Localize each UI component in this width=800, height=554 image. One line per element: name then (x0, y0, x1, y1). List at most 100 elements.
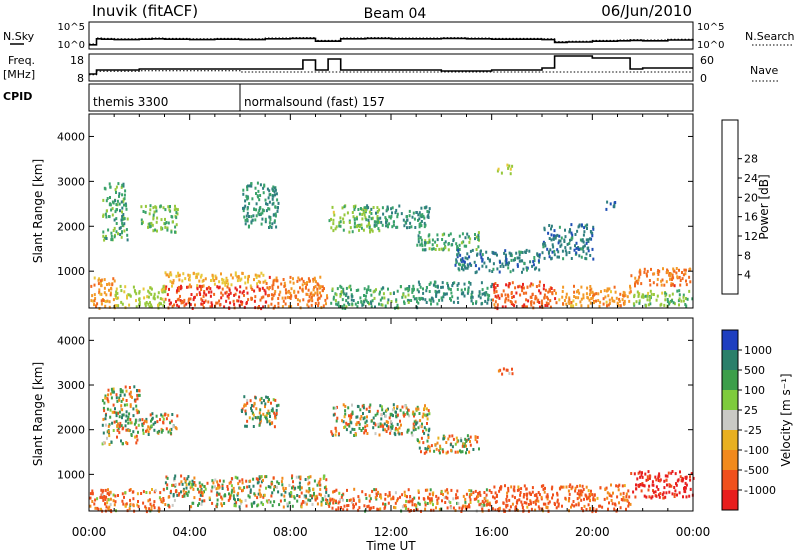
range-cell (367, 504, 370, 508)
range-cell (388, 493, 391, 497)
range-cell (528, 249, 531, 253)
range-cell (656, 277, 659, 281)
power-x-ticks (88, 114, 694, 308)
range-cell (336, 287, 339, 291)
range-cell (150, 504, 153, 508)
range-cell (261, 211, 264, 215)
range-cell (532, 263, 535, 267)
range-cell (408, 226, 411, 229)
range-cell (112, 298, 115, 302)
range-cell (123, 217, 126, 221)
range-cell (95, 304, 98, 308)
range-cell (396, 215, 399, 219)
range-cell (145, 417, 148, 421)
power-scatter-cells (90, 163, 694, 311)
range-cell (149, 208, 152, 212)
range-cell (250, 215, 253, 219)
range-cell (264, 290, 267, 294)
range-cell (460, 437, 462, 441)
range-cell (148, 291, 151, 295)
range-cell (164, 217, 166, 221)
range-cell (628, 501, 630, 505)
range-cell (478, 292, 481, 296)
range-cell (113, 279, 116, 283)
range-cell (412, 410, 415, 414)
range-cell (328, 219, 331, 223)
range-cell (370, 228, 373, 232)
range-cell (166, 273, 169, 277)
range-cell (445, 495, 448, 499)
range-cell (460, 292, 463, 296)
range-cell (640, 282, 643, 286)
range-cell (619, 292, 622, 296)
range-cell (494, 294, 497, 298)
range-cell (417, 407, 420, 411)
range-cell (162, 304, 165, 308)
range-cell (108, 203, 111, 207)
range-cell (471, 290, 474, 294)
range-cell (415, 297, 418, 301)
range-cell (274, 414, 277, 418)
range-cell (461, 450, 464, 454)
range-cell (274, 398, 277, 402)
range-cell (265, 486, 267, 490)
range-cell (556, 233, 559, 237)
range-cell (333, 498, 336, 502)
range-cell (679, 475, 682, 479)
range-cell (103, 238, 106, 242)
range-cell (502, 265, 505, 268)
range-cell (545, 301, 548, 305)
range-cell (319, 477, 322, 481)
range-cell (486, 293, 489, 297)
range-cell (604, 295, 607, 299)
range-cell (517, 485, 520, 489)
range-cell (236, 299, 239, 303)
range-cell (160, 226, 163, 230)
range-cell (504, 249, 507, 253)
nsky-tick-bottom: 10^0 (58, 40, 85, 51)
range-cell (307, 490, 310, 494)
range-cell (277, 206, 279, 209)
range-cell (138, 410, 140, 414)
range-cell (127, 415, 130, 419)
range-cell (149, 204, 152, 208)
range-cell (511, 296, 514, 299)
range-cell (90, 299, 93, 303)
range-cell (224, 283, 227, 287)
range-cell (359, 408, 362, 412)
range-cell (502, 367, 505, 371)
range-cell (206, 481, 209, 485)
range-cell (318, 286, 321, 290)
range-cell (671, 273, 674, 277)
range-cell (547, 501, 550, 505)
range-cell (109, 392, 112, 396)
range-cell (309, 279, 311, 283)
range-cell (184, 479, 187, 483)
range-cell (316, 502, 319, 506)
range-cell (457, 248, 460, 252)
range-cell (103, 291, 106, 295)
range-cell (543, 228, 546, 232)
range-cell (104, 300, 107, 303)
range-cell (592, 496, 595, 500)
range-cell (103, 401, 106, 405)
range-cell (593, 493, 596, 497)
range-cell (390, 422, 393, 426)
range-cell (410, 431, 413, 435)
range-cell (250, 220, 253, 224)
range-cell (129, 403, 132, 407)
range-cell (678, 293, 681, 297)
velocity-scatter-cells (89, 367, 695, 514)
range-cell (403, 490, 406, 494)
range-cell (643, 267, 646, 271)
range-cell (581, 247, 584, 251)
range-cell (678, 275, 681, 279)
range-cell (183, 304, 186, 308)
range-cell (340, 495, 343, 499)
range-cell (546, 495, 549, 499)
range-cell (396, 289, 399, 293)
range-cell (210, 301, 213, 305)
colorbar-tick-label: 20 (744, 191, 758, 204)
range-cell (505, 368, 508, 372)
range-cell (190, 293, 193, 296)
